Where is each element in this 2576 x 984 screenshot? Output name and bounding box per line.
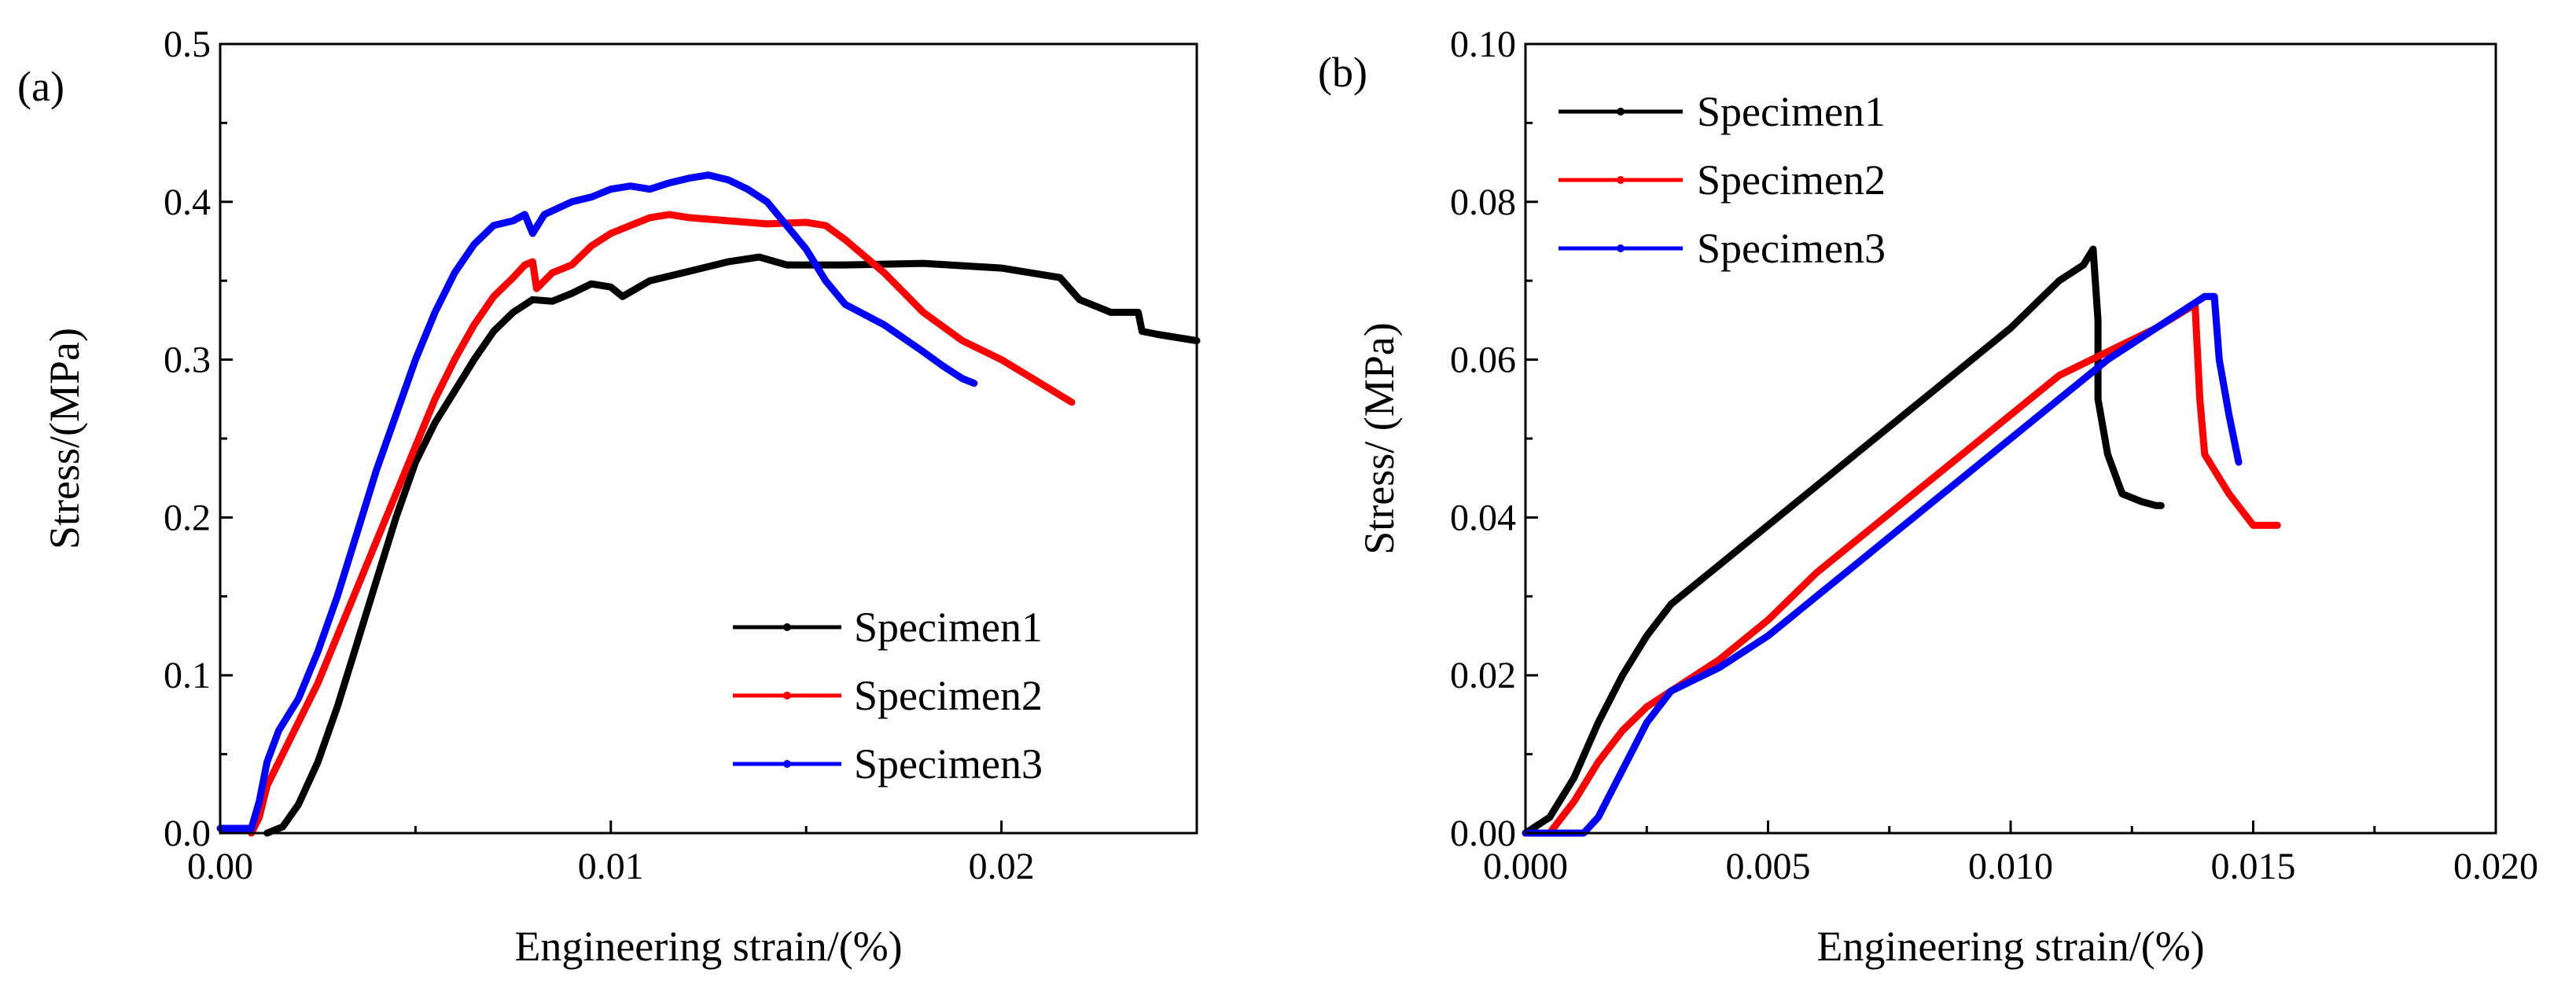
panel-label: (b) [1318,49,1367,96]
x-tick-label: 0.010 [1968,846,2053,887]
x-tick-label: 0.02 [969,846,1035,887]
legend-label-1: Specimen1 [854,604,1043,651]
legend-label-2: Specimen2 [1697,156,1886,204]
x-tick-label: 0.015 [2211,846,2296,887]
panel-label: (a) [17,63,64,110]
series-line-3 [1522,292,2243,837]
y-tick-label: 0.08 [1450,182,1516,223]
y-tick-label: 0.02 [1450,655,1516,696]
legend-label-3: Specimen3 [854,740,1043,788]
y-tick-label: 0.1 [164,655,211,696]
y-tick-label: 0.2 [164,497,211,538]
series-line-3 [216,171,978,832]
legend-label-3: Specimen3 [1697,225,1886,272]
legend-marker-3 [1617,244,1625,252]
legend-marker-2 [783,692,791,699]
x-tick-label: 0.005 [1726,846,1811,887]
series-line-1 [1522,245,2165,837]
x-tick-label: 0.020 [2453,846,2538,887]
y-tick-label: 0.04 [1450,497,1516,538]
x-tick-label: 0.00 [187,846,253,887]
legend-marker-2 [1617,176,1625,184]
y-tick-label: 0.00 [1450,813,1516,854]
legend-marker-1 [783,623,791,631]
legend-label-1: Specimen1 [1697,88,1886,135]
y-tick-label: 0.5 [164,24,211,65]
series-line-1 [263,253,1201,837]
y-tick-label: 0.06 [1450,340,1516,381]
chart-panel-a: 0.00 0.01 0.02 0.0 0.1 0.2 0.3 0.4 0.5 Engineerin… [17,24,1201,970]
y-tick-label: 0.0 [164,813,211,854]
y-tick-label: 0.4 [164,182,211,223]
chart-panel-b: 0.000 0.005 0.010 0.015 0.020 0.00 0.02 0.04 0.0… [1318,24,2538,970]
y-tick-label: 0.3 [164,340,211,381]
legend-marker-3 [783,760,791,768]
legend-label-2: Specimen2 [854,672,1043,719]
y-axis-title: Stress/ (MPa) [1356,322,1403,555]
series-line-2 [248,211,1076,837]
x-tick-label: 0.01 [578,846,644,887]
y-axis-title: Stress/(MPa) [41,328,88,549]
legend-marker-1 [1617,108,1625,116]
x-axis-title: Engineering strain/(%) [514,923,902,970]
y-tick-label: 0.10 [1450,24,1516,65]
x-axis-title: Engineering strain/(%) [1816,923,2204,970]
series-line-2 [1522,300,2281,837]
x-tick-label: 0.000 [1483,846,1568,887]
